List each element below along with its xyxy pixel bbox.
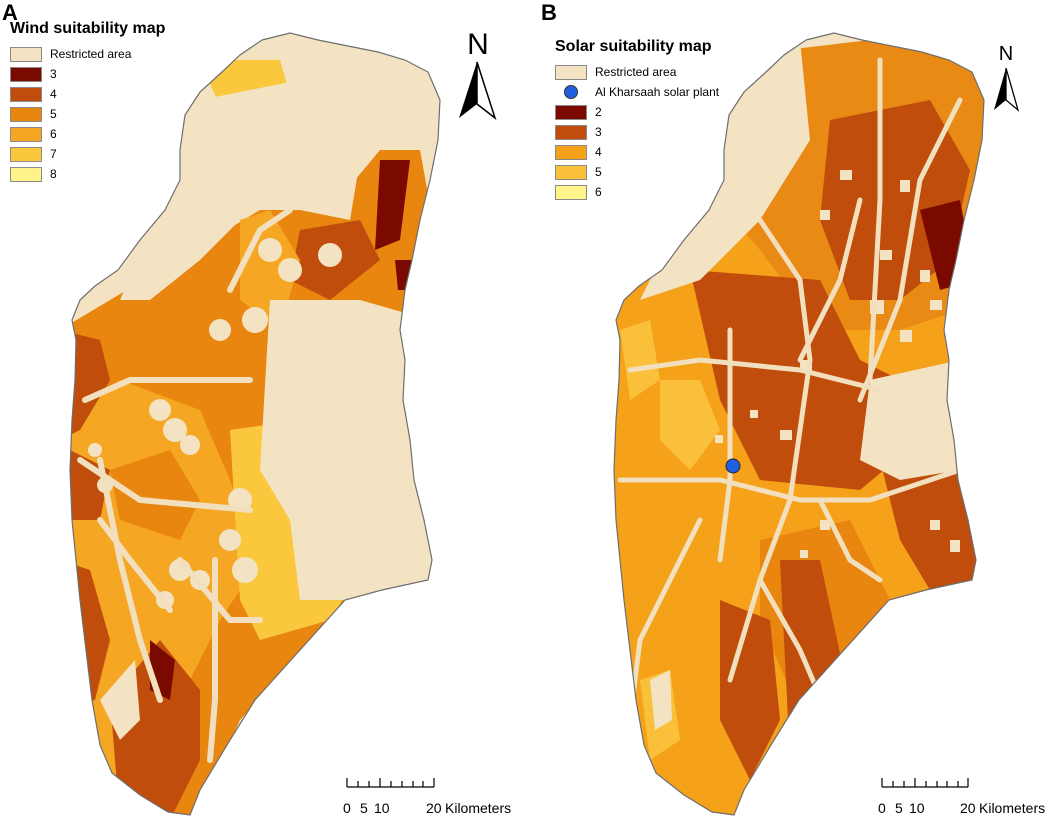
wind-legend-label: Restricted area — [50, 47, 132, 61]
solar-legend-swatch — [555, 64, 587, 80]
wind-legend-label: 3 — [50, 67, 57, 81]
scale-bar-b: 0 5 10 20 Kilometers — [875, 800, 1059, 818]
panel-b-letter: B — [541, 0, 557, 25]
solar-legend-item: Restricted area — [555, 62, 719, 82]
wind-legend-swatch — [10, 126, 42, 142]
solar-legend-swatch — [555, 164, 587, 180]
solar-legend-item: Al Kharsaah solar plant — [555, 82, 719, 102]
scale-bar-a: 0 5 10 20 Kilometers — [340, 800, 540, 818]
wind-legend-items: Restricted area 3 4 5 6 7 8 — [10, 44, 165, 184]
wind-legend: Wind suitability map Restricted area 3 4 5 6… — [10, 20, 165, 184]
wind-legend-swatch — [10, 146, 42, 162]
wind-map — [69, 32, 441, 816]
solar-legend-item: 3 — [555, 122, 719, 142]
solar-legend-label: Al Kharsaah solar plant — [595, 85, 720, 99]
solar-legend-items: Restricted area Al Kharsaah solar plant 2 3… — [555, 62, 719, 202]
scale-a-unit: Kilometers — [445, 800, 512, 816]
panel-a-letter: A — [2, 0, 18, 25]
wind-legend-swatch — [10, 46, 42, 62]
wind-legend-item: 6 — [10, 124, 165, 144]
scale-b-tick-0: 0 — [878, 800, 886, 816]
solar-legend-swatch — [555, 85, 587, 100]
solar-legend-item: 5 — [555, 162, 719, 182]
wind-legend-label: 8 — [50, 167, 57, 181]
solar-legend-swatch — [555, 104, 587, 120]
wind-legend-label: 5 — [50, 107, 57, 121]
solar-legend-label: 5 — [595, 165, 602, 179]
wind-legend-swatch — [10, 66, 42, 82]
solar-legend: Solar suitability map Restricted area Al … — [555, 38, 719, 202]
solar-legend-swatch — [555, 144, 587, 160]
scale-a-tick-5: 5 — [360, 800, 368, 816]
wind-legend-label: 6 — [50, 127, 57, 141]
scale-b-unit: Kilometers — [979, 800, 1046, 816]
wind-legend-swatch — [10, 166, 42, 182]
solar-legend-label: 4 — [595, 145, 602, 159]
solar-legend-label: 3 — [595, 125, 602, 139]
scale-a-tick-10: 10 — [374, 800, 390, 816]
wind-legend-item: Restricted area — [10, 44, 165, 64]
wind-legend-label: 7 — [50, 147, 57, 161]
wind-legend-swatch — [10, 106, 42, 122]
solar-legend-item: 4 — [555, 142, 719, 162]
scale-b-tick-10: 10 — [909, 800, 925, 816]
solar-legend-label: Restricted area — [595, 65, 677, 79]
solar-legend-item: 2 — [555, 102, 719, 122]
solar-legend-title: Solar suitability map — [555, 38, 712, 55]
scale-bar-a-graphic — [346, 778, 435, 788]
north-label-b: N — [998, 43, 1014, 65]
north-label-a: N — [467, 28, 489, 61]
wind-legend-title: Wind suitability map — [10, 20, 166, 37]
wind-legend-item: 3 — [10, 64, 165, 84]
wind-legend-item: 8 — [10, 164, 165, 184]
wind-legend-item: 5 — [10, 104, 165, 124]
al-kharsaah-plant-marker — [725, 458, 741, 474]
wind-roads — [77, 207, 293, 763]
solar-legend-item: 6 — [555, 182, 719, 202]
scale-bar-b-graphic — [881, 778, 969, 788]
north-arrow-a: N — [463, 30, 493, 60]
solar-legend-label: 2 — [595, 105, 602, 119]
scale-b-tick-5: 5 — [895, 800, 903, 816]
scale-a-tick-20: 20 — [426, 800, 442, 816]
wind-legend-item: 4 — [10, 84, 165, 104]
solar-legend-label: 6 — [595, 185, 602, 199]
north-arrow-b: N — [996, 44, 1016, 64]
scale-b-tick-20: 20 — [960, 800, 976, 816]
north-arrow-b-graphic — [994, 67, 1020, 112]
solar-legend-swatch — [555, 124, 587, 140]
wind-legend-item: 7 — [10, 144, 165, 164]
wind-legend-label: 4 — [50, 87, 57, 101]
wind-legend-swatch — [10, 86, 42, 102]
plant-marker-icon — [564, 85, 578, 99]
solar-legend-swatch — [555, 184, 587, 200]
scale-a-tick-0: 0 — [343, 800, 351, 816]
north-arrow-a-graphic — [459, 61, 497, 121]
